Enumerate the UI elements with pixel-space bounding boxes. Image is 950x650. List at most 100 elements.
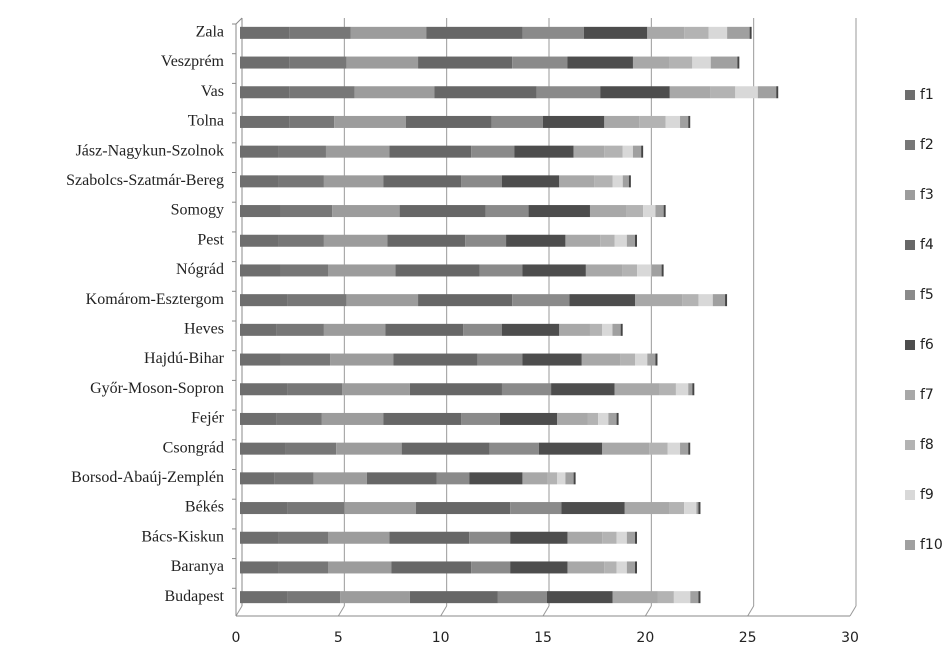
bar-segment — [287, 294, 347, 307]
bar-segment — [280, 205, 333, 218]
bar-segment — [624, 502, 670, 515]
y-tick-label: Baranya — [171, 558, 224, 575]
bar-segment — [557, 472, 566, 485]
bar-segment — [612, 591, 658, 604]
bar-segment — [682, 294, 699, 307]
bar-segment — [522, 353, 582, 366]
bar-segment — [589, 323, 603, 336]
grid-floor — [542, 605, 550, 617]
bar-segment — [669, 502, 685, 515]
bar-segment — [567, 561, 605, 574]
bar-segment — [426, 26, 523, 39]
bar-segment — [276, 323, 324, 336]
bar-segment — [598, 412, 609, 425]
grid-floor — [235, 605, 243, 617]
bar-segment — [594, 175, 613, 188]
bar-segment — [622, 175, 629, 188]
bar-segment — [240, 472, 275, 485]
legend-swatch — [905, 240, 915, 250]
legend-swatch — [905, 140, 915, 150]
bar-segment — [469, 531, 511, 544]
bar-segment — [354, 86, 435, 99]
bar-depth — [620, 323, 623, 336]
bar-segment — [336, 442, 402, 455]
bar-segment — [614, 383, 660, 396]
bar-segment — [710, 56, 738, 69]
bar-segment — [240, 531, 279, 544]
bar-segment — [416, 502, 511, 515]
bar-segment — [328, 531, 390, 544]
bar-segment — [278, 531, 329, 544]
bar-segment — [559, 175, 595, 188]
x-tick-label: 25 — [739, 630, 757, 646]
x-tick-label: 0 — [232, 630, 241, 646]
bar-segment — [692, 56, 711, 69]
bar-segment — [240, 86, 290, 99]
bar-segment — [643, 205, 656, 218]
bar-segment — [757, 86, 777, 99]
y-tick-label: Heves — [184, 321, 224, 338]
legend-swatch — [905, 440, 915, 450]
y-tick-label: Pest — [197, 231, 224, 248]
bar-segment — [626, 531, 636, 544]
y-tick-label: Somogy — [171, 202, 224, 219]
bar-segment — [334, 115, 406, 128]
bar-segment — [385, 323, 464, 336]
bar-segment — [401, 442, 490, 455]
grid-floor — [337, 605, 345, 617]
bar-segment — [632, 145, 642, 158]
bar-segment — [471, 145, 515, 158]
bar-segment — [346, 56, 419, 69]
bar-segment — [669, 86, 711, 99]
y-tick-label: Komárom-Esztergom — [86, 291, 225, 308]
bar-segment — [727, 26, 750, 39]
x-tick-label: 20 — [636, 630, 654, 646]
bar-segment — [240, 205, 281, 218]
bar-segment — [499, 412, 558, 425]
legend-label: f1 — [920, 87, 934, 103]
bar-segment — [600, 86, 670, 99]
grid-floor — [644, 605, 652, 617]
bar-segment — [285, 442, 337, 455]
grid-floor — [747, 605, 755, 617]
bar-segment — [587, 412, 599, 425]
bar-segment — [485, 205, 529, 218]
bar-segment — [278, 561, 329, 574]
bar-segment — [321, 412, 384, 425]
bar-depth — [635, 561, 638, 574]
bar-segment — [559, 323, 590, 336]
bar-segment — [278, 145, 326, 158]
bar-segment — [612, 175, 623, 188]
bar-segment — [471, 561, 511, 574]
bar-segment — [418, 56, 513, 69]
bar-segment — [278, 175, 324, 188]
bar-segment — [510, 561, 568, 574]
bar-segment — [323, 175, 384, 188]
bar-segment — [659, 383, 676, 396]
legend-swatch — [905, 540, 915, 550]
bar-segment — [328, 264, 396, 277]
bar-segment — [612, 323, 621, 336]
bar-segment — [547, 591, 613, 604]
bar-segment — [342, 383, 410, 396]
bar-segment — [289, 115, 335, 128]
bar-segment — [278, 234, 324, 247]
bar-segment — [240, 561, 279, 574]
bar-depth — [616, 412, 619, 425]
bar-segment — [240, 591, 288, 604]
bar-segment — [389, 145, 472, 158]
bar-depth — [698, 502, 701, 515]
legend-swatch — [905, 390, 915, 400]
bar-segment — [669, 56, 693, 69]
bar-segment — [418, 294, 513, 307]
bar-segment — [330, 353, 394, 366]
bar-segment — [461, 412, 500, 425]
bar-segment — [501, 383, 552, 396]
bar-segment — [463, 323, 502, 336]
bar-segment — [409, 591, 498, 604]
bar-segment — [240, 323, 277, 336]
bar-segment — [240, 442, 286, 455]
bar-segment — [647, 26, 685, 39]
bar-segment — [589, 205, 627, 218]
